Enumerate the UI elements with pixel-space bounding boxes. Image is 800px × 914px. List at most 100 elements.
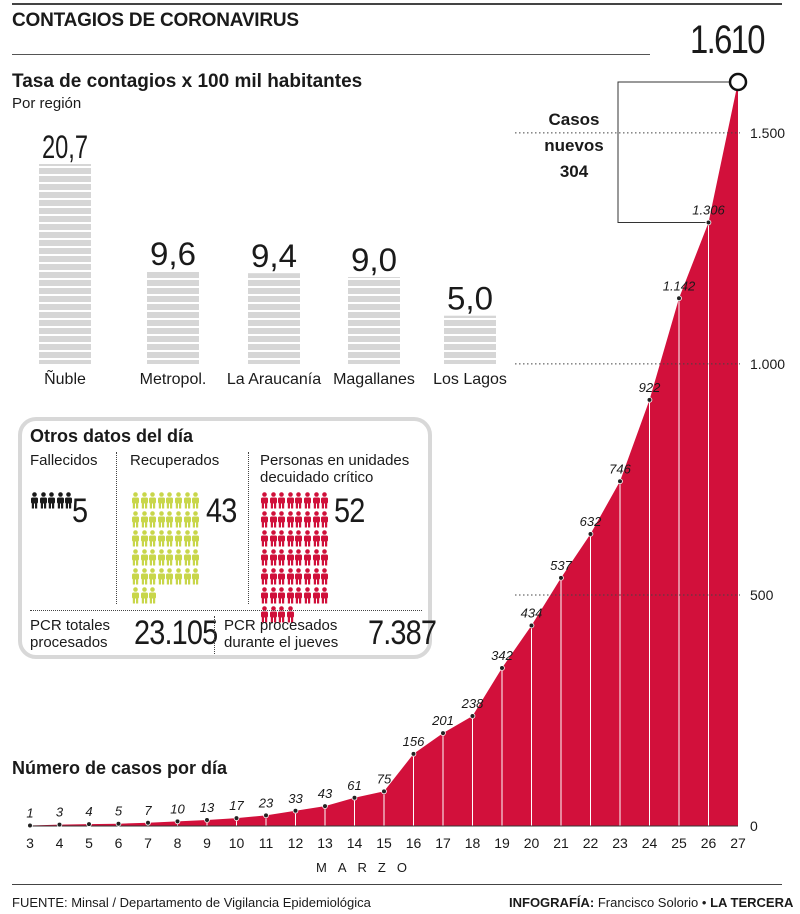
person-icon — [183, 530, 191, 547]
person-icon — [166, 492, 174, 509]
regions-title: Tasa de contagios x 100 mil habitantes — [12, 71, 363, 92]
data-value-label: 13 — [200, 800, 215, 815]
data-point — [381, 788, 387, 795]
person-icon — [149, 492, 157, 509]
deceased-label: Fallecidos — [30, 452, 98, 469]
data-value-label: 1.306 — [692, 202, 725, 217]
x-tick-label: 18 — [465, 835, 481, 851]
recovered-label: Recuperados — [130, 452, 220, 469]
region-value-label: 20,7 — [42, 129, 88, 165]
data-value-label: 746 — [609, 461, 631, 476]
region-category-label: Metropol. — [140, 371, 207, 388]
data-value-label: 1 — [26, 806, 33, 821]
person-icon — [278, 492, 286, 509]
person-icon — [157, 492, 165, 509]
data-value-label: 201 — [431, 713, 454, 728]
data-value-label: 434 — [521, 605, 543, 620]
data-value-label: 4 — [85, 804, 92, 819]
pcr-thursday-value: 7.387 — [368, 614, 437, 652]
person-icon — [261, 530, 268, 547]
person-icon — [132, 568, 139, 585]
data-value-label: 43 — [318, 786, 333, 801]
x-tick-label: 17 — [435, 835, 451, 851]
person-icon — [278, 587, 286, 604]
region-category-label: La Araucanía — [227, 371, 321, 388]
region-value-label: 5,0 — [447, 281, 493, 317]
x-tick-label: 23 — [612, 835, 628, 851]
new-cases-box: Casos nuevos 304 — [525, 107, 623, 185]
person-icon — [278, 511, 286, 528]
deceased-value: 5 — [72, 492, 88, 530]
data-value-label: 75 — [377, 771, 392, 786]
person-icon — [278, 549, 286, 566]
divider — [214, 616, 215, 654]
person-icon — [286, 587, 294, 604]
icu-label-line1: Personas en unidades — [260, 452, 410, 469]
person-icon — [286, 530, 294, 547]
person-icon — [295, 492, 303, 509]
person-icon — [278, 606, 286, 623]
x-tick-label: 7 — [144, 835, 152, 851]
person-icon — [321, 568, 329, 585]
person-icon — [269, 587, 277, 604]
person-icon — [304, 511, 311, 528]
region-category-label: Magallanes — [333, 371, 415, 388]
person-icon — [192, 568, 200, 585]
page-title: CONTAGIOS DE CORONAVIRUS — [12, 10, 299, 31]
divider — [116, 452, 117, 604]
person-icon — [192, 492, 200, 509]
person-icon — [149, 587, 157, 604]
person-icon — [157, 549, 165, 566]
person-icon — [295, 587, 303, 604]
peak-value: 1.610 — [690, 18, 766, 62]
person-icon — [269, 606, 277, 623]
data-value-label: 632 — [580, 514, 602, 529]
person-icon — [166, 549, 174, 566]
person-icon — [304, 530, 311, 547]
data-value-label: 922 — [639, 380, 661, 395]
person-icon — [295, 549, 303, 566]
person-icon — [278, 568, 286, 585]
person-icon — [304, 492, 311, 509]
x-tick-label: 8 — [174, 835, 182, 851]
x-tick-label: 10 — [229, 835, 245, 851]
person-icon — [149, 530, 157, 547]
data-value-label: 33 — [288, 791, 303, 806]
cases-title: Número de casos por día — [12, 758, 228, 778]
x-tick-label: 5 — [85, 835, 93, 851]
person-icon — [132, 530, 139, 547]
data-value-label: 23 — [258, 795, 274, 810]
data-value-label: 537 — [550, 558, 572, 573]
person-icon — [132, 511, 139, 528]
person-icon — [183, 492, 191, 509]
footer-rule — [12, 884, 782, 885]
pcr-total-value: 23.105 — [134, 614, 218, 652]
person-icon — [157, 511, 165, 528]
y-tick-label: 500 — [750, 587, 774, 603]
data-value-label: 7 — [144, 803, 152, 818]
person-icon — [286, 492, 294, 509]
data-value-label: 17 — [229, 798, 244, 813]
pcr-thursday-label-line2: durante el jueves — [224, 634, 339, 651]
new-cases-value: 304 — [559, 162, 589, 181]
person-icon — [269, 568, 277, 585]
region-value-label: 9,6 — [150, 236, 196, 272]
data-point — [145, 819, 151, 826]
region-value-label: 9,4 — [251, 238, 297, 274]
person-icon — [312, 587, 320, 604]
x-tick-label: 25 — [671, 835, 687, 851]
data-point — [322, 803, 328, 809]
x-tick-label: 22 — [583, 835, 599, 851]
person-icon — [261, 492, 268, 509]
data-value-label: 3 — [56, 805, 64, 820]
person-icon — [140, 511, 148, 528]
person-icon — [286, 549, 294, 566]
person-icon — [175, 492, 182, 509]
data-point — [587, 531, 594, 537]
person-icon — [166, 568, 174, 585]
data-point — [56, 821, 63, 828]
source-text: FUENTE: Minsal / Departamento de Vigilan… — [12, 895, 371, 910]
x-tick-label: 6 — [115, 835, 123, 851]
person-icon — [286, 606, 294, 623]
